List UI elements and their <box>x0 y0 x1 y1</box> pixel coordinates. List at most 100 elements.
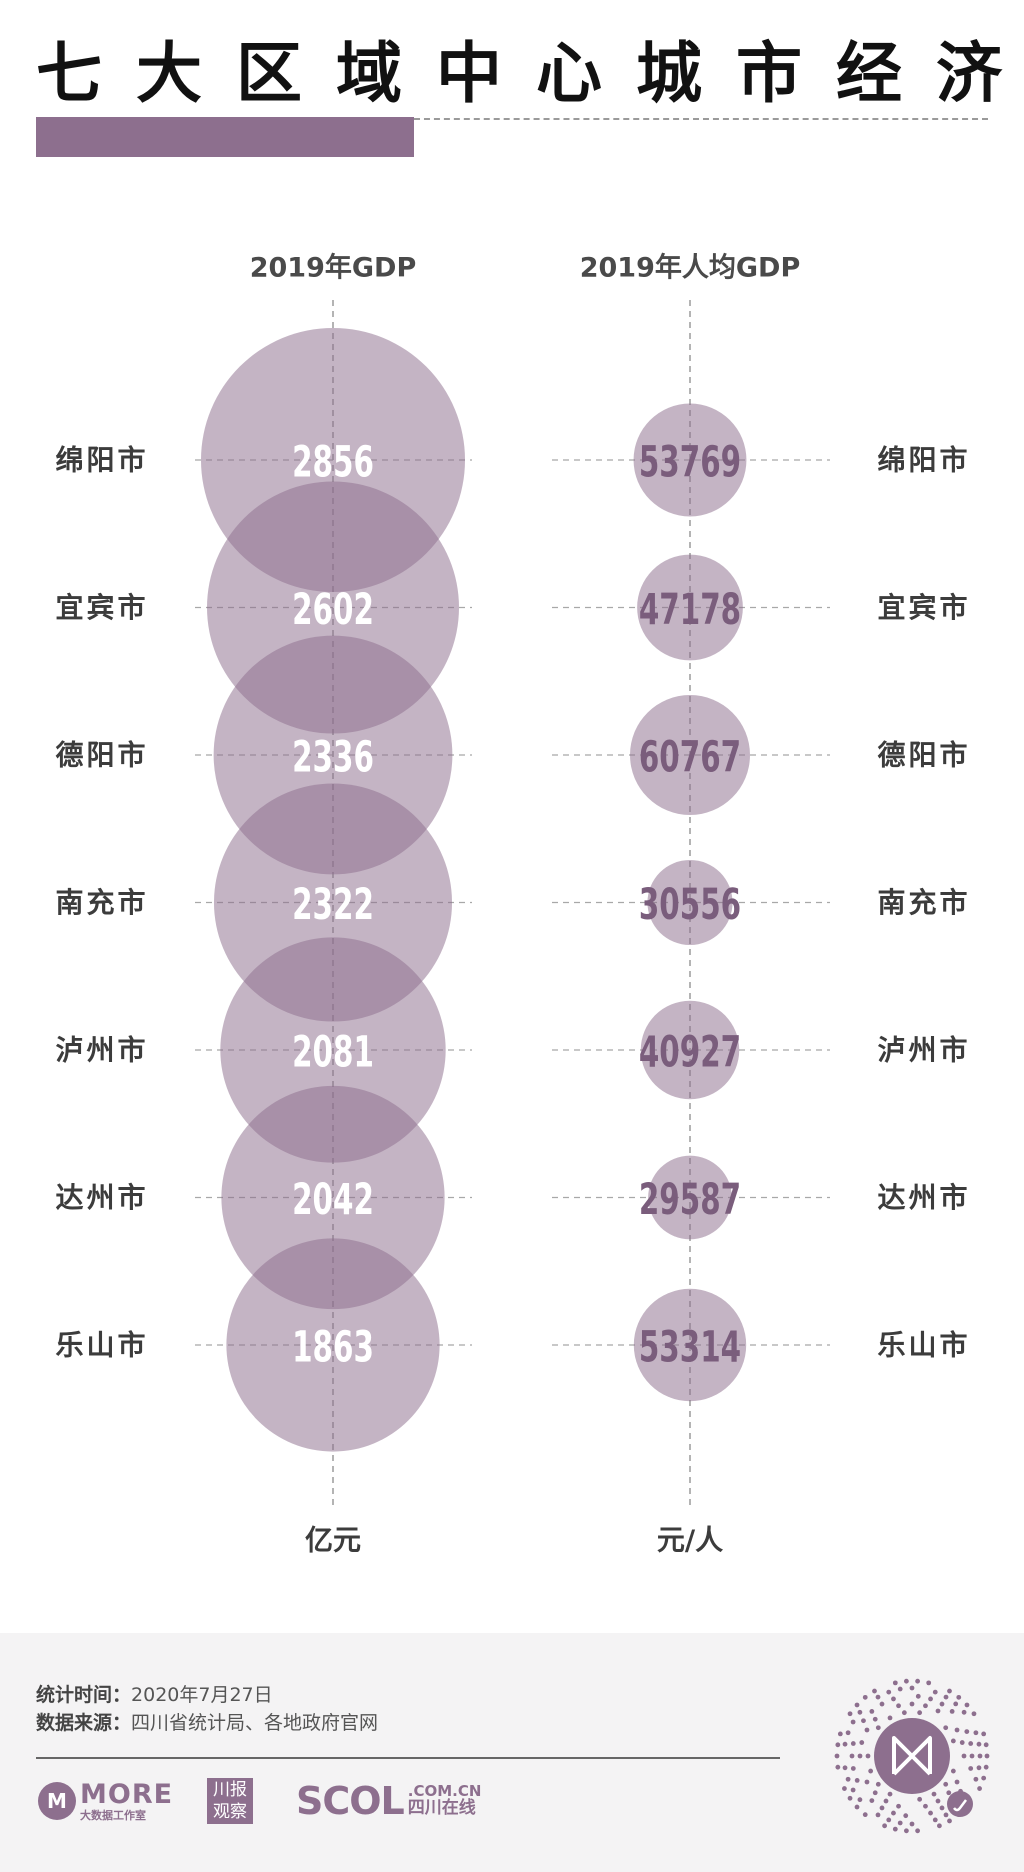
gdp-series-title: 2019年GDP <box>250 252 417 284</box>
qr-dot <box>896 1803 901 1809</box>
footer <box>0 1633 1024 1872</box>
per-capita-bubble <box>640 1000 740 1100</box>
qr-dot <box>928 1696 933 1702</box>
scol-logo-text: SCOL <box>296 1779 405 1823</box>
qr-dot <box>845 1776 851 1782</box>
city-label-left: 南充市 <box>55 886 148 919</box>
qr-dot <box>834 1753 840 1759</box>
qr-dot <box>864 1779 870 1785</box>
per-capita-bubble <box>633 403 747 517</box>
city-label-left: 德阳市 <box>55 739 148 772</box>
qr-dot <box>896 1703 901 1709</box>
more-logo-text: MORE <box>80 1779 174 1810</box>
scol-logo: SCOL .COM.CN 四川在线 <box>296 1778 481 1824</box>
qr-dot <box>977 1753 983 1759</box>
qr-dot <box>842 1786 847 1791</box>
per-capita-bubble <box>630 695 750 815</box>
qr-dot <box>861 1718 866 1724</box>
qr-dot <box>954 1779 960 1785</box>
qr-dot <box>850 1719 856 1725</box>
city-label-left: 乐山市 <box>55 1329 148 1362</box>
chuanbao-char: 报 <box>230 1779 247 1800</box>
qr-dot <box>961 1753 967 1759</box>
per-capita-value-label: 53314 <box>639 1322 741 1371</box>
qr-dot <box>926 1680 932 1686</box>
qr-dot <box>892 1826 898 1832</box>
qr-dot <box>937 1823 942 1829</box>
qr-dot <box>875 1781 881 1787</box>
qr-dot <box>901 1710 907 1716</box>
qr-dot <box>872 1716 878 1722</box>
data-source-label: 数据来源： <box>36 1712 132 1734</box>
qr-dot <box>956 1694 962 1700</box>
qr-dot <box>943 1781 949 1787</box>
per-capita-bubble <box>647 859 733 946</box>
gdp-value-label: 2856 <box>292 437 374 486</box>
city-label-left: 绵阳市 <box>55 444 148 477</box>
qr-dot <box>869 1798 875 1803</box>
per-capita-bubble <box>637 554 743 661</box>
city-label-right: 乐山市 <box>877 1329 970 1362</box>
gdp-value-label: 2042 <box>292 1175 374 1224</box>
chuanbao-char: 察 <box>230 1801 247 1822</box>
per-capita-unit-label: 元/人 <box>657 1524 723 1557</box>
gdp-value-label: 2602 <box>292 585 374 634</box>
qr-dot <box>943 1725 949 1731</box>
qr-dot <box>862 1694 868 1700</box>
data-source-value: 四川省统计局、各地政府官网 <box>131 1712 379 1734</box>
qr-dot <box>849 1753 855 1759</box>
qr-dot <box>915 1828 921 1834</box>
qr-dot <box>903 1813 909 1819</box>
qr-dot <box>984 1753 990 1759</box>
qr-dot <box>891 1810 896 1816</box>
qr-dot <box>939 1805 945 1811</box>
gdp-value-label: 1863 <box>292 1322 374 1371</box>
qr-dot <box>886 1689 892 1695</box>
gdp-value-label: 2336 <box>292 732 374 781</box>
qr-dot <box>872 1688 877 1694</box>
qr-dot <box>931 1791 937 1797</box>
title-accent-bar <box>36 117 414 157</box>
qr-dot <box>939 1701 945 1707</box>
qr-dot <box>915 1678 921 1684</box>
qr-dot <box>862 1812 868 1818</box>
qr-dot <box>857 1753 863 1759</box>
gdp-value-label: 2081 <box>292 1027 374 1076</box>
more-logo: M MORE 大数据工作室 <box>38 1778 173 1824</box>
per-capita-value-label: 29587 <box>639 1175 741 1224</box>
qr-dot <box>897 1820 903 1826</box>
qr-dot <box>973 1730 979 1736</box>
gdp-value-label: 2322 <box>292 880 374 929</box>
qr-dot <box>971 1711 977 1717</box>
qr-dot <box>886 1817 892 1823</box>
qr-dot <box>932 1689 938 1695</box>
qr-dot <box>850 1766 856 1771</box>
qr-dot <box>837 1731 843 1737</box>
qr-dot <box>968 1766 974 1771</box>
qr-dot <box>943 1812 949 1818</box>
qr-dot <box>847 1711 853 1717</box>
qr-dot <box>891 1696 896 1702</box>
per-capita-value-label: 53769 <box>639 437 741 486</box>
qr-dot <box>917 1796 923 1802</box>
qr-dot <box>959 1740 965 1745</box>
gdp-unit-label: 亿元 <box>305 1524 361 1557</box>
qr-dot <box>943 1694 949 1700</box>
title-divider <box>414 118 988 120</box>
per-capita-value-label: 47178 <box>639 585 741 634</box>
qr-dot <box>949 1709 955 1714</box>
qr-dot <box>857 1797 863 1803</box>
gdp-bubble <box>226 1238 440 1452</box>
per-capita-value-label: 30556 <box>639 880 741 929</box>
qr-dot <box>850 1787 856 1793</box>
more-logo-icon: M <box>38 1782 76 1820</box>
qr-dot <box>879 1701 885 1707</box>
qr-dot <box>872 1790 878 1796</box>
qr-dot <box>953 1701 959 1707</box>
qr-dot <box>854 1702 860 1708</box>
qr-dot <box>946 1790 952 1796</box>
qr-dot <box>868 1768 874 1774</box>
qr-dot <box>909 1685 915 1691</box>
qr-dot <box>864 1727 870 1733</box>
